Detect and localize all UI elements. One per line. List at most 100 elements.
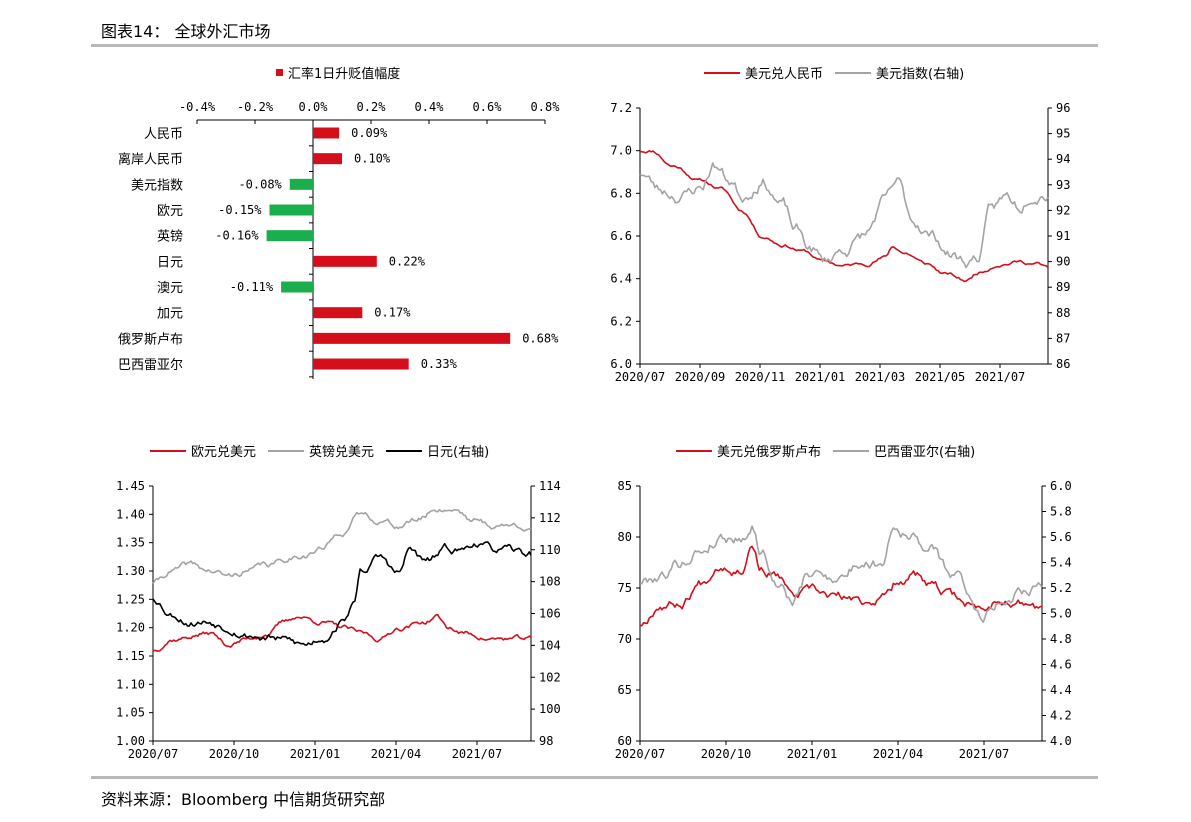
y-tick-label: 6.2 xyxy=(610,314,632,328)
y-right-tick-label: 5.6 xyxy=(1050,530,1072,544)
y-right-tick-label: 110 xyxy=(539,543,561,557)
y-right-tick-label: 91 xyxy=(1056,229,1070,243)
bottom-rule xyxy=(91,776,1098,779)
y-right-tick-label: 5.4 xyxy=(1050,556,1072,570)
y-tick-label: 1.25 xyxy=(116,592,145,606)
bar-category-label: 加元 xyxy=(157,307,183,322)
legend-label: 美元指数(右轴) xyxy=(876,67,964,82)
y-right-tick-label: 93 xyxy=(1056,178,1070,192)
y-tick-label: 7.0 xyxy=(610,144,632,158)
figure-title: 图表14： 全球外汇市场 xyxy=(101,22,271,41)
x-tick-label: 2021/01 xyxy=(795,370,846,384)
series-line xyxy=(639,150,1049,283)
y-tick-label: 1.10 xyxy=(116,677,145,691)
x-tick-label: 2021/04 xyxy=(371,747,422,761)
bar-x-tick-label: 0.4% xyxy=(415,100,445,114)
legend-label: 日元(右轴) xyxy=(427,445,489,460)
y-right-tick-label: 96 xyxy=(1056,101,1070,115)
legend-label: 英镑兑美元 xyxy=(309,444,374,460)
y-tick-label: 7.2 xyxy=(610,101,632,115)
y-tick-label: 1.30 xyxy=(116,564,145,578)
legend-label: 美元兑人民币 xyxy=(745,67,823,82)
y-tick-label: 1.00 xyxy=(116,734,145,748)
bar-value-label: 0.33% xyxy=(421,357,458,371)
source-text: 资料来源：Bloomberg 中信期货研究部 xyxy=(101,790,386,809)
bar-x-tick-label: 0.8% xyxy=(531,100,561,114)
y-tick-label: 6.6 xyxy=(610,229,632,243)
bar xyxy=(313,127,340,139)
series-line xyxy=(152,613,532,652)
y-right-tick-label: 5.2 xyxy=(1050,581,1072,595)
top-rule xyxy=(91,44,1098,47)
series-line xyxy=(152,508,532,584)
y-right-tick-label: 114 xyxy=(539,479,561,493)
bar xyxy=(313,332,511,344)
bar-value-label: 0.10% xyxy=(354,152,391,166)
y-right-tick-label: 112 xyxy=(539,511,561,525)
x-tick-label: 2021/01 xyxy=(787,747,838,761)
bar xyxy=(313,358,409,370)
bar-category-label: 英镑 xyxy=(157,229,183,245)
y-tick-label: 1.40 xyxy=(116,507,145,521)
legend-label: 巴西雷亚尔(右轴) xyxy=(874,445,975,460)
bar-value-label: 0.22% xyxy=(389,254,426,268)
x-tick-label: 2021/03 xyxy=(855,370,906,384)
bar-value-label: 0.68% xyxy=(522,331,559,345)
y-tick-label: 6.4 xyxy=(610,272,632,286)
bar-category-label: 巴西雷亚尔 xyxy=(118,358,183,373)
bar-category-label: 澳元 xyxy=(157,280,183,296)
y-tick-label: 1.35 xyxy=(116,536,145,550)
y-right-tick-label: 86 xyxy=(1056,357,1070,371)
bar-value-label: 0.09% xyxy=(351,126,388,140)
bar xyxy=(313,307,363,319)
legend-label: 美元兑俄罗斯卢布 xyxy=(717,444,821,460)
y-right-tick-label: 102 xyxy=(539,670,561,684)
y-tick-label: 75 xyxy=(618,581,632,595)
y-tick-label: 6.8 xyxy=(610,186,632,200)
y-right-tick-label: 95 xyxy=(1056,127,1070,141)
bar-category-label: 欧元 xyxy=(157,204,183,219)
bar-x-tick-label: -0.2% xyxy=(237,100,274,114)
bar-value-label: -0.11% xyxy=(230,280,274,294)
x-tick-label: 2020/07 xyxy=(615,747,666,761)
bar-category-label: 离岸人民币 xyxy=(118,152,183,168)
x-tick-label: 2021/07 xyxy=(959,747,1010,761)
bar-legend-label: 汇率1日升贬值幅度 xyxy=(288,66,400,82)
series-line xyxy=(639,545,1043,627)
y-tick-label: 1.45 xyxy=(116,479,145,493)
bar-legend-swatch xyxy=(276,69,283,76)
x-tick-label: 2021/05 xyxy=(915,370,966,384)
bar-x-tick-label: -0.4% xyxy=(179,100,216,114)
bar-category-label: 俄罗斯卢布 xyxy=(118,331,183,347)
y-right-tick-label: 92 xyxy=(1056,203,1070,217)
y-right-tick-label: 5.0 xyxy=(1050,607,1072,621)
legend-label: 欧元兑美元 xyxy=(191,445,256,460)
bar-category-label: 人民币 xyxy=(144,127,183,142)
y-right-tick-label: 89 xyxy=(1056,280,1070,294)
bar xyxy=(281,281,313,293)
bar xyxy=(266,230,313,242)
y-tick-label: 1.20 xyxy=(116,621,145,635)
y-tick-label: 6.0 xyxy=(610,357,632,371)
bar-category-label: 美元指数 xyxy=(131,178,183,193)
y-right-tick-label: 5.8 xyxy=(1050,505,1072,519)
x-tick-label: 2021/07 xyxy=(452,747,503,761)
y-tick-label: 85 xyxy=(618,479,632,493)
bar-value-label: 0.17% xyxy=(374,306,411,320)
series-line xyxy=(640,525,1043,623)
bar xyxy=(313,153,342,165)
y-right-tick-label: 104 xyxy=(539,638,561,652)
y-right-tick-label: 100 xyxy=(539,702,561,716)
bar xyxy=(289,178,313,190)
bar xyxy=(269,204,313,216)
bar-value-label: -0.16% xyxy=(215,229,259,243)
y-right-tick-label: 4.6 xyxy=(1050,658,1072,672)
x-tick-label: 2021/07 xyxy=(975,370,1026,384)
y-tick-label: 70 xyxy=(618,632,632,646)
y-right-tick-label: 94 xyxy=(1056,152,1070,166)
y-right-tick-label: 108 xyxy=(539,575,561,589)
x-tick-label: 2021/01 xyxy=(290,747,341,761)
x-tick-label: 2021/04 xyxy=(873,747,924,761)
y-right-tick-label: 90 xyxy=(1056,255,1070,269)
